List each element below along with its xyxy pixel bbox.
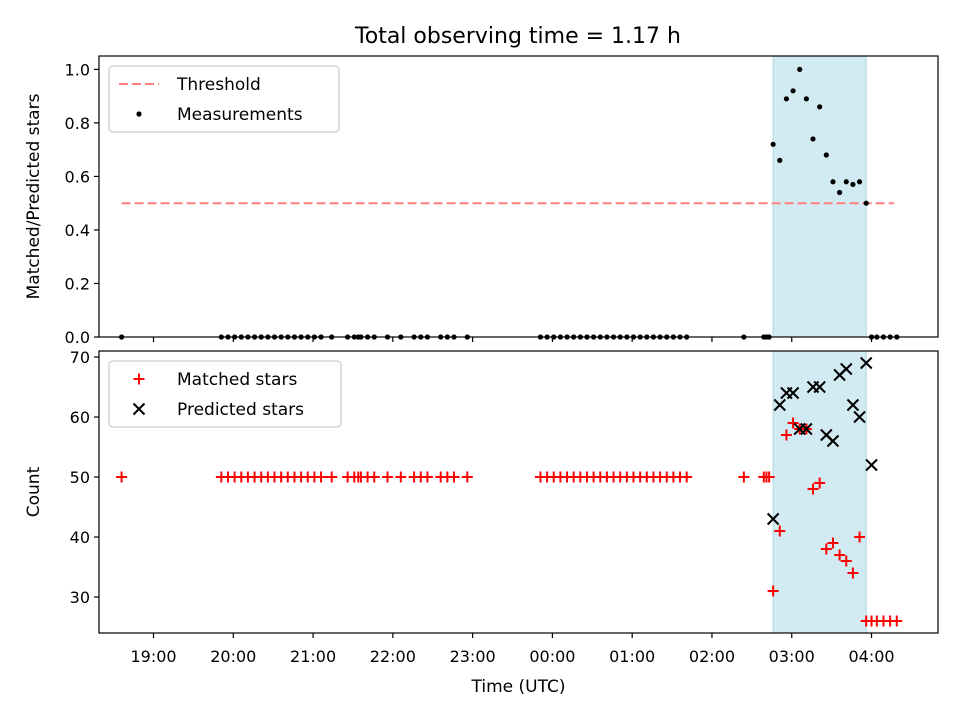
x-tick-label: 23:00	[450, 647, 496, 666]
y-tick-label: 60	[70, 408, 90, 427]
legend-entry-label: Matched stars	[177, 370, 297, 390]
matched-star-point	[787, 417, 799, 429]
matched-star-point	[834, 549, 846, 561]
matched-star-point	[774, 525, 786, 537]
matched-star-point	[738, 471, 750, 483]
bottom-y-axis-label: Count	[24, 466, 44, 517]
matched-star-point	[840, 555, 852, 567]
chart-title: Total observing time = 1.17 h	[354, 24, 681, 49]
matched-star-point	[395, 471, 407, 483]
predicted-star-point	[859, 356, 873, 370]
y-tick-label: 30	[70, 588, 90, 607]
legend-entry-label: Predicted stars	[177, 400, 304, 420]
matched-star-point	[854, 531, 866, 543]
x-tick-label: 19:00	[130, 647, 176, 666]
y-tick-label: 40	[70, 528, 90, 547]
matched-star-point	[767, 585, 779, 597]
matched-star-point	[448, 471, 460, 483]
predicted-star-point	[840, 362, 853, 376]
legend-measurements-swatch	[136, 111, 142, 117]
legend-entry-label: Measurements	[177, 105, 303, 125]
predicted-star-point	[786, 386, 800, 400]
measurement-point	[797, 66, 803, 72]
predicted-star-point	[865, 458, 878, 472]
measurement-point	[830, 179, 836, 185]
legend-predicted-swatch	[132, 402, 146, 416]
measurement-point	[850, 181, 856, 188]
y-tick-label: 70	[70, 348, 90, 367]
matched-star-point	[847, 567, 859, 579]
matched-star-point	[891, 615, 903, 627]
measurement-point	[863, 200, 869, 206]
matched-star-point	[820, 543, 832, 555]
y-tick-label: 0.8	[65, 114, 90, 133]
measurement-point	[777, 157, 783, 163]
x-tick-label: 21:00	[290, 647, 336, 666]
matched-star-point	[421, 471, 433, 483]
top-axes-frame	[98, 55, 939, 338]
predicted-star-point	[846, 398, 860, 412]
top-panel: 0.0 0.2 0.4 0.6 0.8 1.0 Matched/Predicted star…	[24, 55, 939, 347]
y-tick-label: 1.0	[65, 60, 90, 79]
matched-star-point	[461, 471, 473, 483]
bottom-legend: Matched stars Predicted stars	[108, 360, 342, 428]
legend-entry-label: Threshold	[176, 75, 261, 95]
measurement-point	[783, 96, 790, 102]
bottom-axes-frame	[98, 350, 939, 634]
bottom-panel: 30 40 50 60 70 19:00 20:00 21:00 22:00 23:00 00:00…	[24, 348, 939, 697]
measurement-point	[770, 141, 776, 147]
matched-star-point	[326, 471, 338, 483]
matched-star-point	[763, 471, 775, 483]
matched-star-point	[681, 471, 693, 483]
measurement-point	[790, 88, 796, 94]
predicted-star-point	[766, 512, 780, 526]
top-highlight-span	[772, 55, 867, 338]
matched-star-point	[827, 537, 839, 549]
matched-star-point	[382, 471, 394, 483]
matched-star-point	[116, 471, 128, 483]
predicted-star-point	[826, 434, 840, 448]
predicted-star-point	[813, 380, 826, 394]
predicted-star-point	[773, 398, 786, 412]
y-tick-label: 50	[70, 468, 90, 487]
predicted-star-point	[853, 410, 866, 424]
x-tick-label: 03:00	[769, 647, 815, 666]
x-tick-label: 22:00	[370, 647, 416, 666]
x-tick-label: 04:00	[848, 647, 894, 666]
measurement-point	[817, 104, 823, 110]
x-tick-label: 02:00	[689, 647, 735, 666]
y-tick-label: 0.0	[65, 328, 90, 347]
top-legend: Threshold Measurements	[108, 65, 340, 133]
x-axis-label: Time (UTC)	[471, 677, 566, 697]
x-tick-label: 20:00	[210, 647, 256, 666]
measurement-point	[843, 179, 849, 185]
predicted-star-point	[800, 422, 813, 436]
measurement-point	[803, 96, 809, 102]
measurement-point	[810, 136, 816, 142]
x-tick-label: 00:00	[529, 647, 575, 666]
measurement-point	[856, 179, 863, 185]
top-y-axis-label: Matched/Predicted stars	[24, 93, 44, 299]
matched-star-point	[807, 483, 819, 495]
y-tick-label: 0.6	[65, 167, 90, 186]
y-tick-label: 0.2	[65, 274, 90, 293]
legend-matched-swatch	[133, 373, 145, 385]
y-tick-label: 0.4	[65, 221, 90, 240]
x-tick-label: 01:00	[609, 647, 655, 666]
matched-star-point	[814, 477, 826, 489]
measurement-point	[837, 189, 843, 196]
measurement-point	[823, 152, 829, 158]
matched-star-point	[368, 471, 380, 483]
matched-star-point	[315, 471, 327, 483]
matched-star-point	[780, 429, 792, 441]
